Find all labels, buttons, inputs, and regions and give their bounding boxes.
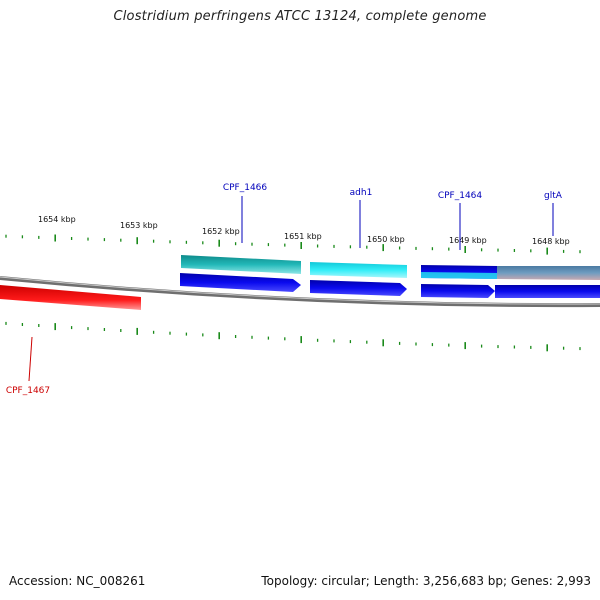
accession-text: Accession: NC_008261 xyxy=(9,574,146,588)
feature-bar-teal[interactable] xyxy=(181,255,301,274)
gene-label-cpf-1466[interactable]: CPF_1466 xyxy=(223,183,268,193)
genome-backbone xyxy=(0,276,600,308)
genome-summary-text: Topology: circular; Length: 3,256,683 bp… xyxy=(261,574,591,588)
scale-label-1649: 1649 kbp xyxy=(449,236,487,245)
scale-label-1651: 1651 kbp xyxy=(284,232,322,241)
cds-arrow-cpf-1464[interactable] xyxy=(421,284,495,298)
map-title: Clostridium perfringens ATCC 13124, comp… xyxy=(113,9,487,24)
scale-label-1653: 1653 kbp xyxy=(120,221,158,230)
feature-bar-cyan-small[interactable] xyxy=(421,272,497,279)
cds-arrow-glta[interactable] xyxy=(495,285,600,298)
gene-label-cpf-1467[interactable]: CPF_1467 xyxy=(6,386,50,396)
gene-label-glta[interactable]: gltA xyxy=(544,191,563,201)
scale-label-1652: 1652 kbp xyxy=(202,227,240,236)
gene-label-cpf-1464[interactable]: CPF_1464 xyxy=(438,191,483,201)
scale-label-1650: 1650 kbp xyxy=(367,235,405,244)
cds-arrow-adh1[interactable] xyxy=(310,280,407,296)
scale-ticks-inner xyxy=(5,321,581,352)
scale-ticks-outer xyxy=(5,234,581,255)
feature-bar-steel[interactable] xyxy=(497,266,600,280)
leader-cpf-1467 xyxy=(28,336,33,382)
scale-label-1654: 1654 kbp xyxy=(38,215,76,224)
scale-label-1648: 1648 kbp xyxy=(532,237,570,246)
gene-label-adh1[interactable]: adh1 xyxy=(350,188,373,198)
genome-backbone-highlight xyxy=(0,276,600,305)
cds-bar-cpf-1467[interactable] xyxy=(0,285,141,310)
feature-bar-cyan[interactable] xyxy=(310,262,407,278)
cds-arrow-cpf-1466[interactable] xyxy=(180,273,301,292)
